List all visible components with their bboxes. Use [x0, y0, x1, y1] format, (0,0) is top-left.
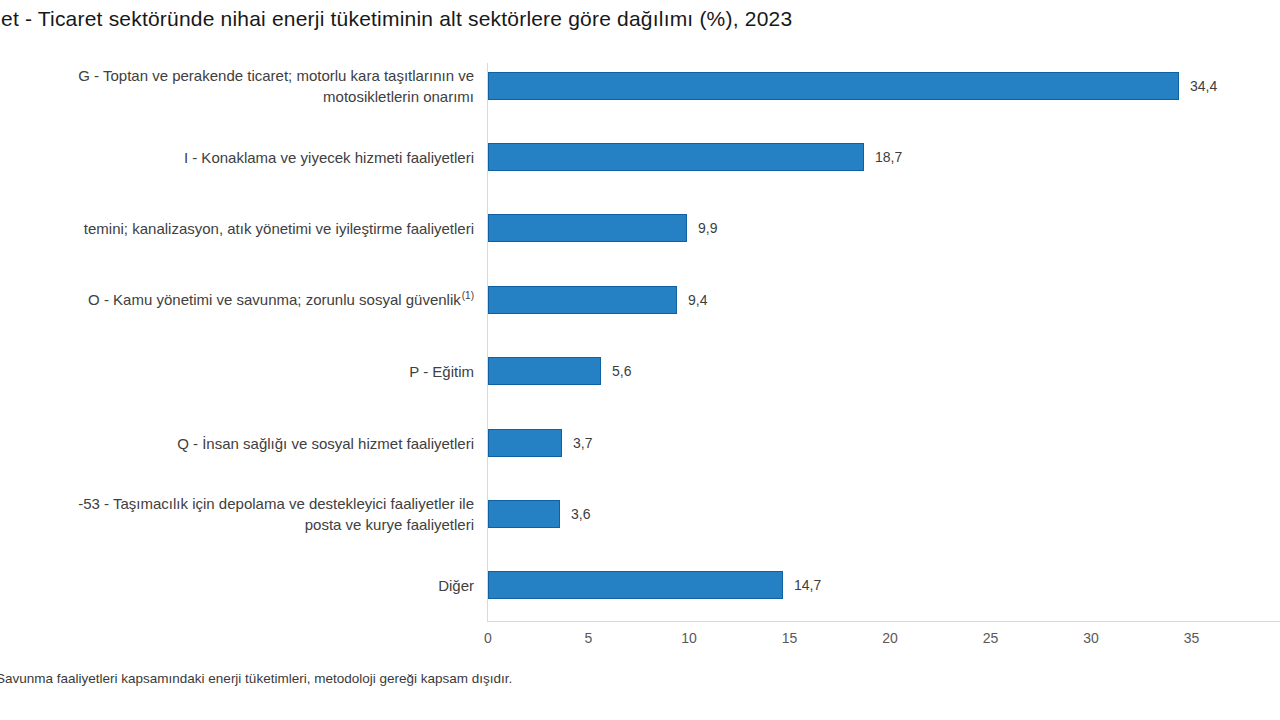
category-label: temini; kanalizasyon, atık yönetimi ve i…: [0, 218, 474, 239]
x-tick-label: 15: [782, 630, 798, 646]
bar: [488, 72, 1179, 100]
bar-row: temini; kanalizasyon, atık yönetimi ve i…: [0, 214, 1280, 242]
category-label: Diğer: [0, 575, 474, 596]
bar: [488, 214, 687, 242]
value-label: 14,7: [794, 571, 821, 599]
bar: [488, 429, 562, 457]
category-label-text: -53 - Taşımacılık için depolama ve deste…: [78, 495, 474, 533]
value-label: 3,6: [571, 500, 590, 528]
plot-area: G - Toptan ve perakende ticaret; motorlu…: [0, 0, 1280, 720]
bar: [488, 143, 864, 171]
bar: [488, 357, 601, 385]
bar: [488, 286, 677, 314]
bar-row: P - Eğitim 5,6: [0, 357, 1280, 385]
x-tick-label: 0: [484, 630, 492, 646]
bar-chart: et - Ticaret sektöründe nihai enerji tük…: [0, 0, 1280, 720]
category-label-text: Diğer: [438, 577, 474, 594]
category-label: Q - İnsan sağlığı ve sosyal hizmet faali…: [0, 432, 474, 453]
value-label: 5,6: [612, 357, 631, 385]
value-label: 34,4: [1190, 72, 1217, 100]
category-label: -53 - Taşımacılık için depolama ve deste…: [0, 493, 474, 535]
value-label: 9,9: [698, 214, 717, 242]
bar-row: Diğer 14,7: [0, 571, 1280, 599]
category-label-text: G - Toptan ve perakende ticaret; motorlu…: [78, 67, 474, 105]
category-label-text: I - Konaklama ve yiyecek hizmeti faaliye…: [184, 148, 474, 165]
bar-row: G - Toptan ve perakende ticaret; motorlu…: [0, 72, 1280, 100]
footnote-marker: (1): [462, 289, 474, 300]
bar-row: Q - İnsan sağlığı ve sosyal hizmet faali…: [0, 429, 1280, 457]
category-label-text: P - Eğitim: [409, 363, 474, 380]
x-tick-label: 35: [1184, 630, 1200, 646]
x-tick-label: 10: [681, 630, 697, 646]
value-label: 3,7: [573, 429, 592, 457]
value-label: 18,7: [875, 143, 902, 171]
category-label-text: temini; kanalizasyon, atık yönetimi ve i…: [84, 220, 474, 237]
x-tick-label: 5: [585, 630, 593, 646]
bar-row: I - Konaklama ve yiyecek hizmeti faaliye…: [0, 143, 1280, 171]
category-label: G - Toptan ve perakende ticaret; motorlu…: [0, 65, 474, 107]
bar-row: O - Kamu yönetimi ve savunma; zorunlu so…: [0, 286, 1280, 314]
category-label: I - Konaklama ve yiyecek hizmeti faaliye…: [0, 146, 474, 167]
category-label: P - Eğitim: [0, 361, 474, 382]
category-label: O - Kamu yönetimi ve savunma; zorunlu so…: [0, 288, 474, 311]
category-label-text: O - Kamu yönetimi ve savunma; zorunlu so…: [88, 290, 461, 307]
x-axis-line: [487, 621, 1280, 622]
value-label: 9,4: [688, 286, 707, 314]
category-label-text: Q - İnsan sağlığı ve sosyal hizmet faali…: [177, 434, 474, 451]
footnote: Savunma faaliyetleri kapsamındaki enerji…: [0, 671, 512, 686]
x-tick-label: 25: [983, 630, 999, 646]
bar: [488, 500, 560, 528]
bar: [488, 571, 783, 599]
bar-row: -53 - Taşımacılık için depolama ve deste…: [0, 500, 1280, 528]
x-tick-label: 20: [882, 630, 898, 646]
x-tick-label: 30: [1083, 630, 1099, 646]
